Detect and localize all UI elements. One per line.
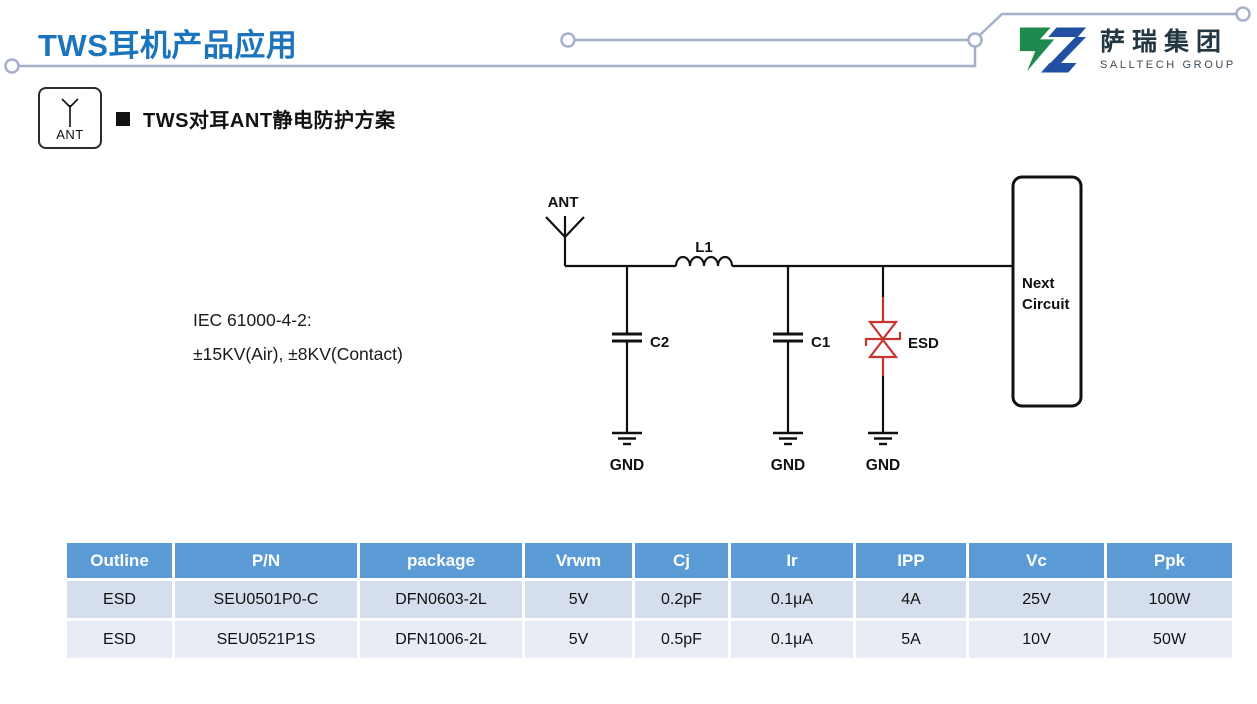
esd-tvs-symbol (864, 266, 902, 433)
iec-standard-note: IEC 61000-4-2: ±15KV(Air), ±8KV(Contact) (193, 303, 403, 371)
circuit-schematic: ANT L1 C2 C1 (545, 175, 1083, 474)
page-title: TWS耳机产品应用 (38, 28, 298, 63)
ant-label: ANT (548, 194, 579, 211)
capacitor-c1-symbol (773, 266, 803, 433)
col-header-outline: Outline (67, 543, 172, 578)
capacitor-c2-symbol (612, 266, 642, 433)
table-cell: SEU0501P0-C (175, 581, 357, 618)
capacitor-c2-label: C2 (650, 334, 669, 351)
ant-badge-label: ANT (56, 127, 84, 142)
table-cell: 100W (1107, 581, 1232, 618)
table-cell: 0.5pF (635, 621, 728, 658)
col-header-package: package (360, 543, 522, 578)
table-cell: 25V (969, 581, 1104, 618)
logo-company-name: 萨瑞集团 (1100, 28, 1229, 57)
antenna-icon (61, 98, 79, 127)
gnd-label-c1: GND (771, 457, 805, 474)
col-header-ir: Ir (731, 543, 853, 578)
gnd-label-esd: GND (866, 457, 900, 474)
table-cell: 0.1μA (731, 581, 853, 618)
table-cell: 0.2pF (635, 581, 728, 618)
logo-text: 萨瑞集团 SALLTECH GROUP (1100, 29, 1236, 71)
decor-connector-lines (4, 6, 1251, 74)
next-circuit-box (1011, 175, 1083, 408)
ant-badge: ANT (38, 87, 102, 149)
inductor-symbol (674, 255, 734, 267)
table-cell: 5V (525, 621, 632, 658)
inductor-label: L1 (695, 239, 713, 256)
table-cell: ESD (67, 581, 172, 618)
gnd-symbol-c2 (612, 431, 642, 446)
iec-note-line1: IEC 61000-4-2: (193, 310, 312, 330)
esd-label: ESD (908, 335, 939, 352)
table-cell: DFN0603-2L (360, 581, 522, 618)
iec-note-line2: ±15KV(Air), ±8KV(Contact) (193, 344, 403, 364)
gnd-symbol-esd (868, 431, 898, 446)
table-cell: 5V (525, 581, 632, 618)
table-cell: 0.1μA (731, 621, 853, 658)
table-cell: 4A (856, 581, 966, 618)
next-circuit-label-line1: Next (1022, 275, 1055, 292)
table-cell: 10V (969, 621, 1104, 658)
table-cell: DFN1006-2L (360, 621, 522, 658)
logo-company-subtitle: SALLTECH GROUP (1100, 58, 1236, 71)
col-header-pn: P/N (175, 543, 357, 578)
bullet-square-icon (116, 111, 130, 126)
col-header-vrwm: Vrwm (525, 543, 632, 578)
table-cell: 50W (1107, 621, 1232, 658)
next-circuit-label-line2: Circuit (1022, 296, 1070, 313)
table-cell: SEU0521P1S (175, 621, 357, 658)
gnd-label-c2: GND (610, 457, 644, 474)
company-logo: 萨瑞集团 SALLTECH GROUP (1015, 24, 1236, 76)
spec-table: Outline P/N package Vrwm Cj Ir IPP Vc Pp… (67, 543, 1232, 658)
col-header-cj: Cj (635, 543, 728, 578)
col-header-ppk: Ppk (1107, 543, 1232, 578)
table-cell: 5A (856, 621, 966, 658)
gnd-symbol-c1 (773, 431, 803, 446)
section-heading-text: TWS对耳ANT静电防护方案 (143, 110, 396, 132)
section-heading: TWS对耳ANT静电防护方案 (116, 104, 396, 133)
logo-mark-icon (1019, 27, 1087, 73)
col-header-vc: Vc (969, 543, 1104, 578)
col-header-ipp: IPP (856, 543, 966, 578)
capacitor-c1-label: C1 (811, 334, 830, 351)
table-cell: ESD (67, 621, 172, 658)
